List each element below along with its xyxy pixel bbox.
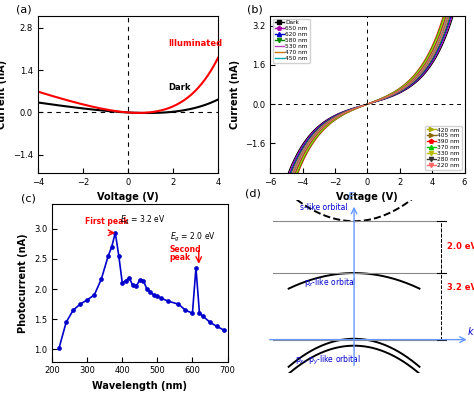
Text: p$_z$-like orbital: p$_z$-like orbital	[304, 276, 356, 289]
Legend: 420 nm, 405 nm, 390 nm, 370 nm, 330 nm, 280 nm, 220 nm: 420 nm, 405 nm, 390 nm, 370 nm, 330 nm, …	[425, 126, 462, 170]
Y-axis label: Current (nA): Current (nA)	[0, 60, 8, 129]
Y-axis label: Photocurrent (nA): Photocurrent (nA)	[18, 233, 28, 333]
Text: First peak: First peak	[85, 217, 129, 226]
Text: p$_x$, p$_y$-like orbital: p$_x$, p$_y$-like orbital	[295, 354, 361, 367]
Text: 3.2 eV: 3.2 eV	[447, 283, 474, 292]
X-axis label: Voltage (V): Voltage (V)	[97, 192, 159, 202]
X-axis label: Wavelength (nm): Wavelength (nm)	[92, 381, 187, 391]
Text: $E_g$ = 2.0 eV: $E_g$ = 2.0 eV	[170, 231, 216, 244]
Text: Second: Second	[170, 244, 201, 253]
Text: (d): (d)	[245, 189, 261, 199]
Text: (b): (b)	[247, 5, 263, 15]
Text: (c): (c)	[20, 193, 36, 203]
Text: k: k	[467, 327, 473, 337]
X-axis label: Voltage (V): Voltage (V)	[337, 192, 398, 202]
Text: Dark: Dark	[169, 83, 191, 92]
Text: Illuminated: Illuminated	[169, 39, 223, 48]
Text: s-like orbital: s-like orbital	[300, 203, 347, 212]
Text: 2.0 eV: 2.0 eV	[447, 242, 474, 251]
Text: E: E	[347, 193, 354, 202]
Text: (a): (a)	[16, 5, 32, 15]
Text: $E_g$ = 3.2 eV: $E_g$ = 3.2 eV	[120, 214, 165, 227]
Text: peak: peak	[170, 253, 191, 262]
Y-axis label: Current (nA): Current (nA)	[229, 60, 239, 129]
